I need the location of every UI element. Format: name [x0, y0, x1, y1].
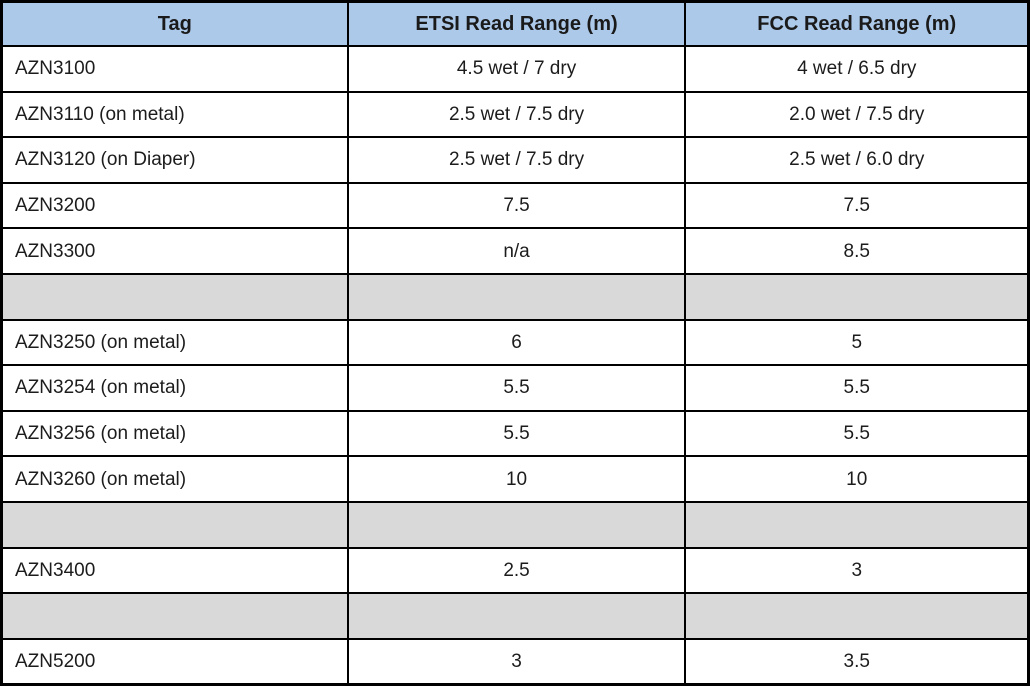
cell-fcc: 2.0 wet / 7.5 dry: [684, 90, 1030, 139]
separator-row: [0, 272, 1030, 321]
separator-row: [0, 500, 1030, 549]
cell-etsi: 2.5 wet / 7.5 dry: [346, 136, 687, 184]
cell-etsi: 6: [346, 318, 687, 367]
cell-tag: AZN3120 (on Diaper): [0, 136, 349, 184]
cell-tag: AZN3256 (on metal): [0, 409, 349, 458]
column-header-etsi: ETSI Read Range (m): [346, 0, 687, 47]
table-row: AZN3256 (on metal) 5.5 5.5: [0, 409, 1030, 458]
cell-etsi: [346, 500, 687, 549]
cell-tag: AZN3254 (on metal): [0, 364, 349, 412]
cell-fcc: 7.5: [684, 181, 1030, 230]
cell-fcc: 3: [684, 546, 1030, 595]
header-row: Tag ETSI Read Range (m) FCC Read Range (…: [0, 0, 1030, 47]
cell-tag: AZN3110 (on metal): [0, 90, 349, 139]
table-row: AZN3260 (on metal) 10 10: [0, 455, 1030, 503]
cell-etsi: 10: [346, 455, 687, 503]
cell-fcc: 8.5: [684, 227, 1030, 275]
cell-etsi: 7.5: [346, 181, 687, 230]
cell-fcc: 4 wet / 6.5 dry: [684, 45, 1030, 93]
cell-tag: AZN3300: [0, 227, 349, 275]
cell-etsi: n/a: [346, 227, 687, 275]
cell-etsi: 2.5 wet / 7.5 dry: [346, 90, 687, 139]
cell-tag: [0, 272, 349, 321]
cell-fcc: 5: [684, 318, 1030, 367]
cell-tag: [0, 592, 349, 640]
cell-etsi: [346, 272, 687, 321]
separator-row: [0, 592, 1030, 640]
cell-etsi: 3: [346, 637, 687, 686]
table-row: AZN3250 (on metal) 6 5: [0, 318, 1030, 367]
cell-tag: AZN3200: [0, 181, 349, 230]
cell-tag: [0, 500, 349, 549]
table-row: AZN3254 (on metal) 5.5 5.5: [0, 364, 1030, 412]
cell-fcc: [684, 272, 1030, 321]
cell-etsi: [346, 592, 687, 640]
cell-fcc: 5.5: [684, 364, 1030, 412]
cell-fcc: 3.5: [684, 637, 1030, 686]
cell-tag: AZN3260 (on metal): [0, 455, 349, 503]
cell-fcc: 5.5: [684, 409, 1030, 458]
table-row: AZN3100 4.5 wet / 7 dry 4 wet / 6.5 dry: [0, 45, 1030, 93]
cell-fcc: [684, 592, 1030, 640]
table-row: AZN3300 n/a 8.5: [0, 227, 1030, 275]
cell-tag: AZN3100: [0, 45, 349, 93]
cell-tag: AZN3250 (on metal): [0, 318, 349, 367]
cell-tag: AZN5200: [0, 637, 349, 686]
table-row: AZN5200 3 3.5: [0, 637, 1030, 686]
table-row: AZN3110 (on metal) 2.5 wet / 7.5 dry 2.0…: [0, 90, 1030, 139]
table-row: AZN3200 7.5 7.5: [0, 181, 1030, 230]
cell-etsi: 2.5: [346, 546, 687, 595]
column-header-fcc: FCC Read Range (m): [684, 0, 1030, 47]
cell-etsi: 5.5: [346, 409, 687, 458]
cell-fcc: [684, 500, 1030, 549]
cell-etsi: 5.5: [346, 364, 687, 412]
table-row: AZN3120 (on Diaper) 2.5 wet / 7.5 dry 2.…: [0, 136, 1030, 184]
table-row: AZN3400 2.5 3: [0, 546, 1030, 595]
cell-fcc: 10: [684, 455, 1030, 503]
column-header-tag: Tag: [0, 0, 349, 47]
cell-fcc: 2.5 wet / 6.0 dry: [684, 136, 1030, 184]
cell-etsi: 4.5 wet / 7 dry: [346, 45, 687, 93]
cell-tag: AZN3400: [0, 546, 349, 595]
